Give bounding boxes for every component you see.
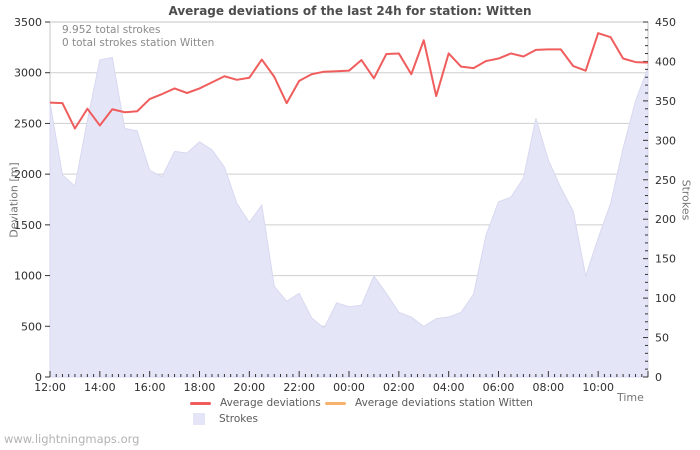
orange-line-swatch-icon bbox=[325, 401, 346, 405]
svg-text:06:00: 06:00 bbox=[483, 381, 515, 394]
legend-label: Average deviations bbox=[220, 397, 321, 409]
svg-text:08:00: 08:00 bbox=[532, 381, 564, 394]
svg-text:12:00: 12:00 bbox=[34, 381, 66, 394]
left-axis-title: Deviation [m] bbox=[7, 162, 21, 238]
stroke-totals-annotation: 9.952 total strokes 0 total strokes stat… bbox=[62, 24, 214, 50]
chart-title: Average deviations of the last 24h for s… bbox=[168, 4, 532, 18]
legend-label: Average deviations station Witten bbox=[355, 397, 533, 409]
svg-text:0: 0 bbox=[655, 371, 662, 384]
red-line-swatch-icon bbox=[190, 401, 211, 405]
total-strokes-text: 9.952 total strokes bbox=[62, 24, 161, 36]
legend-item-strokes: Strokes bbox=[190, 413, 325, 425]
svg-text:04:00: 04:00 bbox=[433, 381, 465, 394]
svg-text:1500: 1500 bbox=[14, 219, 42, 232]
svg-text:300: 300 bbox=[655, 134, 676, 147]
svg-text:0: 0 bbox=[35, 371, 42, 384]
svg-text:2000: 2000 bbox=[14, 168, 42, 181]
svg-text:3000: 3000 bbox=[14, 67, 42, 80]
svg-text:02:00: 02:00 bbox=[383, 381, 415, 394]
svg-text:450: 450 bbox=[655, 16, 676, 29]
svg-text:2500: 2500 bbox=[14, 117, 42, 130]
svg-text:22:00: 22:00 bbox=[283, 381, 315, 394]
legend-label: Strokes bbox=[219, 413, 258, 425]
watermark: www.lightningmaps.org bbox=[4, 432, 140, 446]
svg-text:00:00: 00:00 bbox=[333, 381, 365, 394]
deviation-lines bbox=[49, 32, 649, 130]
svg-text:10:00: 10:00 bbox=[582, 381, 614, 394]
svg-text:250: 250 bbox=[655, 174, 676, 187]
svg-text:200: 200 bbox=[655, 213, 676, 226]
svg-text:16:00: 16:00 bbox=[134, 381, 166, 394]
svg-text:18:00: 18:00 bbox=[184, 381, 216, 394]
svg-text:3500: 3500 bbox=[14, 16, 42, 29]
legend-item-average-deviations-station: Average deviations station Witten bbox=[325, 397, 533, 409]
svg-text:14:00: 14:00 bbox=[84, 381, 116, 394]
right-axis-title: Strokes bbox=[679, 179, 693, 221]
svg-text:400: 400 bbox=[655, 55, 676, 68]
strokes-area bbox=[49, 56, 649, 378]
svg-text:1000: 1000 bbox=[14, 270, 42, 283]
x-axis-title: Time bbox=[617, 391, 644, 404]
svg-text:20:00: 20:00 bbox=[233, 381, 265, 394]
svg-text:100: 100 bbox=[655, 292, 676, 305]
station-strokes-text: 0 total strokes station Witten bbox=[62, 37, 215, 49]
legend-item-average-deviations: Average deviations bbox=[190, 397, 325, 409]
svg-text:350: 350 bbox=[655, 95, 676, 108]
strokes-area-swatch-icon bbox=[193, 413, 205, 425]
chart-legend: Average deviations Average deviations st… bbox=[190, 397, 533, 425]
axis-tick-labels: 0 500 1000 1500 2000 2500 3000 3500 0 50 100 150 200… bbox=[14, 16, 676, 394]
svg-text:150: 150 bbox=[655, 253, 676, 266]
axis-ticks bbox=[45, 21, 649, 378]
svg-text:500: 500 bbox=[21, 320, 42, 333]
svg-text:50: 50 bbox=[655, 332, 669, 345]
